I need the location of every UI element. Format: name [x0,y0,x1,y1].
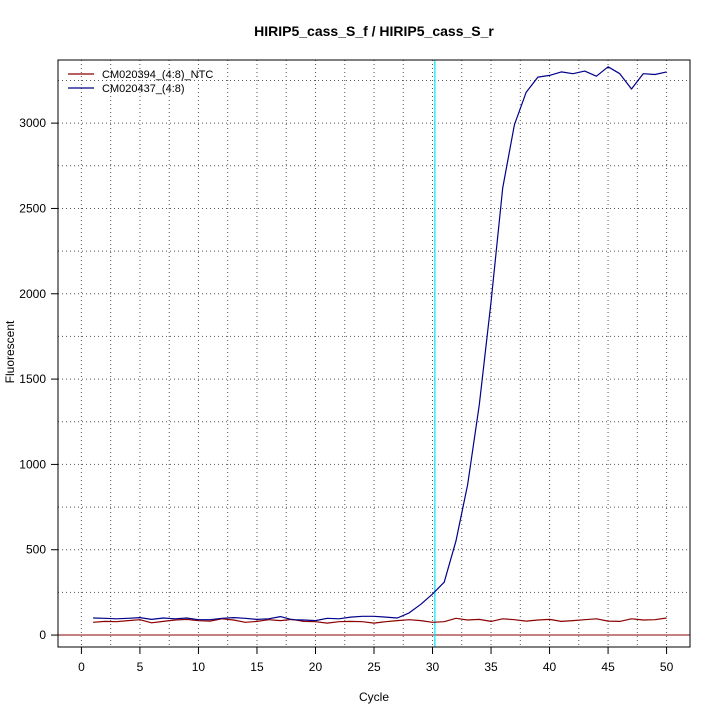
series-line-2 [93,66,667,622]
x-axis: 0 5 10 15 20 25 30 35 40 45 50 [78,647,674,674]
x-tick-label: 15 [250,660,264,674]
y-tick-label: 3000 [19,116,46,130]
y-tick-label: 2000 [19,287,46,301]
x-tick-label: 0 [78,660,85,674]
legend-label: CM020394_(4:8)_NTC [102,69,213,81]
x-tick-label: 35 [484,660,498,674]
x-tick-label: 25 [367,660,381,674]
y-tick-label: 2500 [19,201,46,215]
x-tick-label: 50 [660,660,674,674]
x-tick-label: 20 [309,660,323,674]
chart-title: HIRIP5_cass_S_f / HIRIP5_cass_S_r [254,23,494,39]
x-tick-label: 10 [192,660,206,674]
y-tick-label: 1000 [19,457,46,471]
x-tick-label: 5 [137,660,144,674]
reference-lines [58,60,690,647]
legend: CM020394_(4:8)_NTC CM020437_(4:8) [68,69,213,95]
x-tick-label: 45 [601,660,615,674]
x-axis-label: Cycle [359,690,389,704]
x-tick-label: 40 [543,660,557,674]
y-axis-label: Fluorescent [3,320,17,383]
grid-lines [58,60,690,647]
legend-label: CM020437_(4:8) [102,83,185,95]
x-tick-label: 30 [426,660,440,674]
series-line-1 [93,617,667,624]
y-tick-label: 500 [26,543,46,557]
y-tick-label: 1500 [19,372,46,386]
y-axis: 0 500 1000 1500 2000 2500 3000 [19,116,58,642]
y-tick-label: 0 [39,628,46,642]
series-lines [93,66,667,624]
